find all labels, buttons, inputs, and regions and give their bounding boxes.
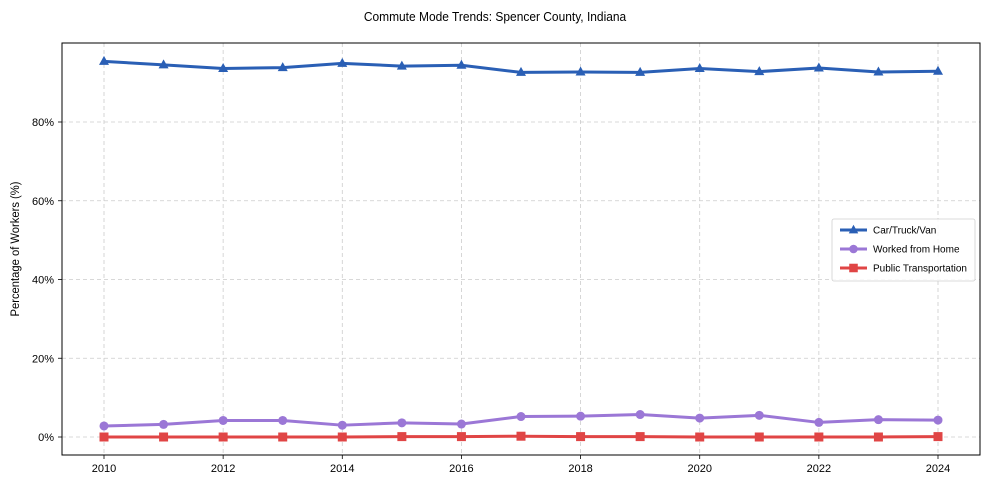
- legend: Car/Truck/Van Worked from Home Public Tran…: [831, 218, 976, 282]
- triangle-marker: [575, 66, 586, 76]
- square-marker: [933, 432, 943, 442]
- circle-marker: [754, 410, 764, 420]
- x-tick-label: 2018: [568, 463, 592, 475]
- x-tick-label: 2012: [211, 463, 235, 475]
- chart-title: Commute Mode Trends: Spencer County, Ind…: [363, 9, 627, 24]
- triangle-marker: [754, 66, 765, 76]
- circle-marker: [635, 410, 645, 420]
- triangle-marker: [277, 62, 288, 72]
- circle-marker: [456, 419, 466, 429]
- x-tick-label: 2022: [807, 463, 831, 475]
- circle-marker: [397, 418, 407, 428]
- circle-marker: [814, 417, 824, 427]
- y-tick-label: 0%: [38, 432, 54, 444]
- legend-box: [831, 218, 976, 282]
- circle-marker: [849, 244, 858, 254]
- x-tick-label: 2010: [92, 463, 116, 475]
- square-marker: [159, 432, 169, 442]
- x-tick-label: 2014: [330, 463, 354, 475]
- plot-frame: [61, 42, 981, 456]
- y-axis: 0% 20% 40% 60% 80%: [32, 117, 62, 444]
- series-public-transportation: [99, 431, 943, 442]
- square-marker: [337, 432, 347, 442]
- circle-marker: [218, 415, 228, 425]
- legend-item: Car/Truck/Van: [840, 224, 936, 237]
- triangle-marker: [99, 55, 109, 65]
- triangle-marker: [813, 62, 824, 72]
- square-marker: [814, 432, 824, 442]
- y-axis-label: Percentage of Workers (%): [10, 181, 22, 316]
- legend-item: Public Transportation: [840, 264, 967, 275]
- circle-marker: [516, 412, 526, 422]
- circle-marker: [159, 419, 169, 429]
- y-tick-label: 60%: [32, 196, 54, 208]
- triangle-marker: [396, 60, 407, 70]
- y-tick-label: 20%: [32, 353, 54, 365]
- circle-marker: [337, 420, 347, 430]
- square-marker: [218, 432, 228, 442]
- triangle-marker: [694, 62, 705, 72]
- series-group: [99, 55, 943, 442]
- square-marker: [849, 263, 858, 273]
- square-marker: [873, 432, 883, 442]
- square-marker: [695, 432, 705, 442]
- square-marker: [516, 431, 526, 441]
- square-marker: [397, 432, 407, 442]
- square-marker: [576, 432, 586, 442]
- square-marker: [99, 432, 109, 442]
- x-tick-label: 2024: [926, 463, 950, 475]
- triangle-marker: [337, 57, 348, 67]
- square-marker: [456, 432, 466, 442]
- triangle-marker: [933, 65, 943, 75]
- triangle-marker: [635, 66, 646, 76]
- x-tick-label: 2020: [687, 463, 711, 475]
- y-tick-label: 80%: [32, 117, 54, 129]
- triangle-marker: [218, 62, 229, 72]
- x-axis: 2010 2012 2014 2016 2018 2020 2022 2024: [92, 455, 950, 475]
- triangle-marker: [848, 224, 859, 234]
- circle-marker: [99, 421, 109, 431]
- square-marker: [635, 432, 645, 442]
- x-tick-label: 2016: [449, 463, 473, 475]
- legend-item: Worked from Home: [840, 245, 960, 256]
- triangle-marker: [516, 66, 526, 76]
- circle-marker: [873, 415, 883, 425]
- series-worked-from-home: [99, 410, 943, 431]
- legend-label: Car/Truck/Van: [873, 226, 936, 237]
- series-car-truck-van: [99, 55, 943, 76]
- circle-marker: [576, 411, 586, 421]
- legend-label: Worked from Home: [873, 245, 960, 256]
- y-tick-label: 40%: [32, 275, 54, 287]
- circle-marker: [695, 413, 705, 423]
- legend-label: Public Transportation: [873, 264, 967, 275]
- square-marker: [754, 432, 764, 442]
- triangle-marker: [456, 59, 467, 69]
- circle-marker: [278, 415, 288, 425]
- triangle-marker: [158, 59, 169, 69]
- square-marker: [278, 432, 288, 442]
- grid-lines: [62, 43, 980, 455]
- triangle-marker: [873, 66, 884, 76]
- circle-marker: [933, 415, 943, 425]
